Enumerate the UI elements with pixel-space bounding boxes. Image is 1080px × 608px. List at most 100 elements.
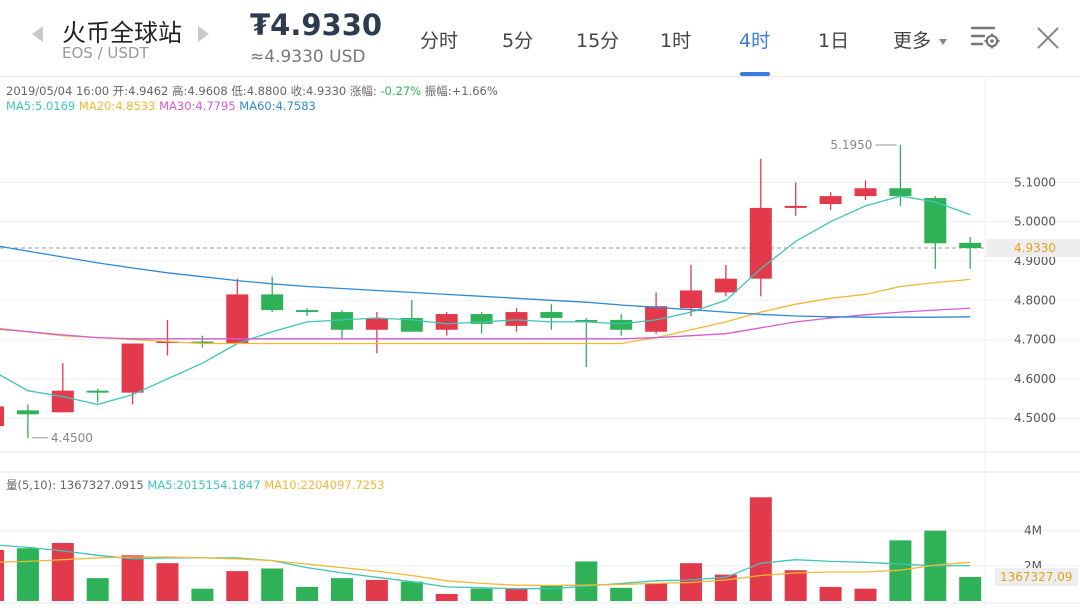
candle-body bbox=[959, 242, 982, 248]
ma-legend: MA5:5.0169 MA20:4.8533 MA30:4.7795 MA60:… bbox=[6, 99, 316, 113]
volume-ma10-line bbox=[0, 556, 971, 587]
info-change-label: 涨幅: bbox=[349, 84, 377, 98]
candle-body bbox=[680, 290, 702, 309]
candle-body bbox=[470, 314, 493, 324]
info-high-label: 高: bbox=[172, 84, 188, 98]
tab-more-label: 更多 bbox=[893, 30, 932, 52]
volume-bar bbox=[819, 586, 842, 601]
info-close-label: 收: bbox=[290, 84, 306, 98]
volume-bar bbox=[0, 550, 4, 601]
candle-body bbox=[191, 341, 214, 344]
info-change: -0.27% bbox=[380, 84, 422, 98]
info-low-label: 低: bbox=[231, 84, 247, 98]
volume-bar bbox=[400, 581, 423, 601]
price-tick-label: 4.6000 bbox=[1014, 372, 1056, 386]
info-close: 4.9330 bbox=[305, 84, 347, 98]
volume-bar bbox=[121, 555, 144, 601]
price-usd: ≈4.9330 USD bbox=[250, 47, 366, 67]
volume-label: 量(5,10): bbox=[6, 478, 56, 492]
app-header: 火币全球站 EOS / USDT ₮4.9330 ≈4.9330 USD 分时 … bbox=[0, 0, 1080, 76]
settings-icon[interactable] bbox=[970, 24, 1000, 50]
trading-pair: EOS / USDT bbox=[62, 44, 149, 62]
volume-bar bbox=[331, 578, 353, 601]
ma20-legend: MA20:4.8533 bbox=[78, 99, 156, 113]
current-price-tag bbox=[986, 239, 1080, 257]
chevron-right-icon[interactable] bbox=[198, 26, 209, 42]
tab-timeshare[interactable]: 分时 bbox=[420, 30, 459, 52]
candle-body bbox=[854, 188, 877, 197]
volume-bar bbox=[784, 570, 807, 601]
ma5-line bbox=[0, 195, 971, 406]
volume-bar bbox=[296, 586, 319, 601]
candle-info-line: 2019/05/04 16:00 开:4.9462 高:4.9608 低:4.8… bbox=[6, 83, 498, 99]
candle-body bbox=[296, 310, 319, 313]
volume-bar bbox=[51, 542, 74, 601]
volume-bar bbox=[261, 568, 284, 601]
candle-body bbox=[51, 390, 74, 413]
candle-body bbox=[226, 294, 249, 344]
ma5-legend: MA5:5.0169 bbox=[6, 99, 76, 113]
candle-body bbox=[156, 341, 179, 344]
volume-legend: 量(5,10): 1367327.0915 MA5:2015154.1847 M… bbox=[6, 477, 385, 493]
volume-bar bbox=[86, 578, 109, 601]
current-volume-tag bbox=[995, 567, 1078, 586]
candle-body bbox=[365, 317, 388, 330]
close-icon[interactable] bbox=[1034, 24, 1062, 52]
current-price: ₮4.9330 bbox=[250, 8, 383, 42]
exchange-name: 火币全球站 bbox=[62, 19, 182, 47]
ma20-line bbox=[0, 278, 971, 345]
candle-body bbox=[645, 306, 668, 332]
tab-5min[interactable]: 5分 bbox=[502, 30, 534, 52]
price-tick-label: 4.7000 bbox=[1014, 333, 1056, 347]
candle-body bbox=[889, 188, 912, 197]
candle-body bbox=[540, 312, 563, 318]
ma60-legend: MA60:4.7583 bbox=[239, 99, 316, 113]
price-tick-label: 4.8000 bbox=[1014, 293, 1056, 307]
max-price-label: 5.1950 bbox=[830, 138, 872, 152]
candle-body bbox=[784, 205, 807, 208]
min-price-label: 4.4500 bbox=[51, 431, 93, 445]
info-open-label: 开: bbox=[112, 84, 129, 98]
volume-bar bbox=[505, 588, 528, 601]
volume-bar bbox=[435, 593, 458, 601]
candle-body bbox=[610, 319, 633, 330]
ma30-line bbox=[0, 307, 971, 340]
info-high: 4.9608 bbox=[187, 84, 228, 98]
tab-1day[interactable]: 1日 bbox=[818, 30, 850, 52]
info-low: 4.8800 bbox=[246, 84, 287, 98]
info-date: 2019/05/04 16:00 bbox=[6, 84, 110, 98]
volume-ma5-line bbox=[0, 544, 971, 590]
tab-15min[interactable]: 15分 bbox=[576, 30, 620, 52]
volume-bar bbox=[575, 561, 598, 601]
volume-bar bbox=[156, 563, 179, 601]
candle-body bbox=[121, 343, 144, 393]
tab-4hour[interactable]: 4时 bbox=[739, 30, 771, 52]
triangle-down-icon bbox=[939, 38, 948, 45]
candle-body bbox=[714, 278, 737, 293]
volume-bar bbox=[16, 548, 39, 601]
candle-body bbox=[0, 406, 4, 427]
volume-bar bbox=[854, 588, 877, 601]
candle-body bbox=[331, 312, 353, 330]
tab-more[interactable]: 更多 bbox=[893, 26, 948, 53]
candle-body bbox=[400, 317, 423, 332]
candle-body bbox=[505, 312, 528, 326]
volume-ma5-legend: MA5:2015154.1847 bbox=[147, 478, 261, 492]
active-tab-indicator bbox=[740, 72, 770, 76]
volume-bar bbox=[714, 574, 737, 601]
info-amplitude-label: 振幅: bbox=[424, 84, 452, 98]
volume-bar bbox=[191, 588, 214, 601]
volume-value: 1367327.0915 bbox=[59, 478, 144, 492]
price-tick-label: 4.5000 bbox=[1014, 411, 1056, 425]
chevron-left-icon[interactable] bbox=[32, 26, 43, 42]
price-tick-label: 5.1000 bbox=[1014, 175, 1056, 189]
candle-body bbox=[435, 314, 458, 330]
volume-bar bbox=[749, 497, 772, 601]
tab-1hour[interactable]: 1时 bbox=[660, 30, 692, 52]
volume-ma10-legend: MA10:2204097.7253 bbox=[264, 478, 385, 492]
candle-body bbox=[749, 207, 772, 279]
candle-body bbox=[924, 198, 947, 244]
ma30-legend: MA30:4.7795 bbox=[159, 99, 236, 113]
candle-body bbox=[575, 319, 598, 322]
